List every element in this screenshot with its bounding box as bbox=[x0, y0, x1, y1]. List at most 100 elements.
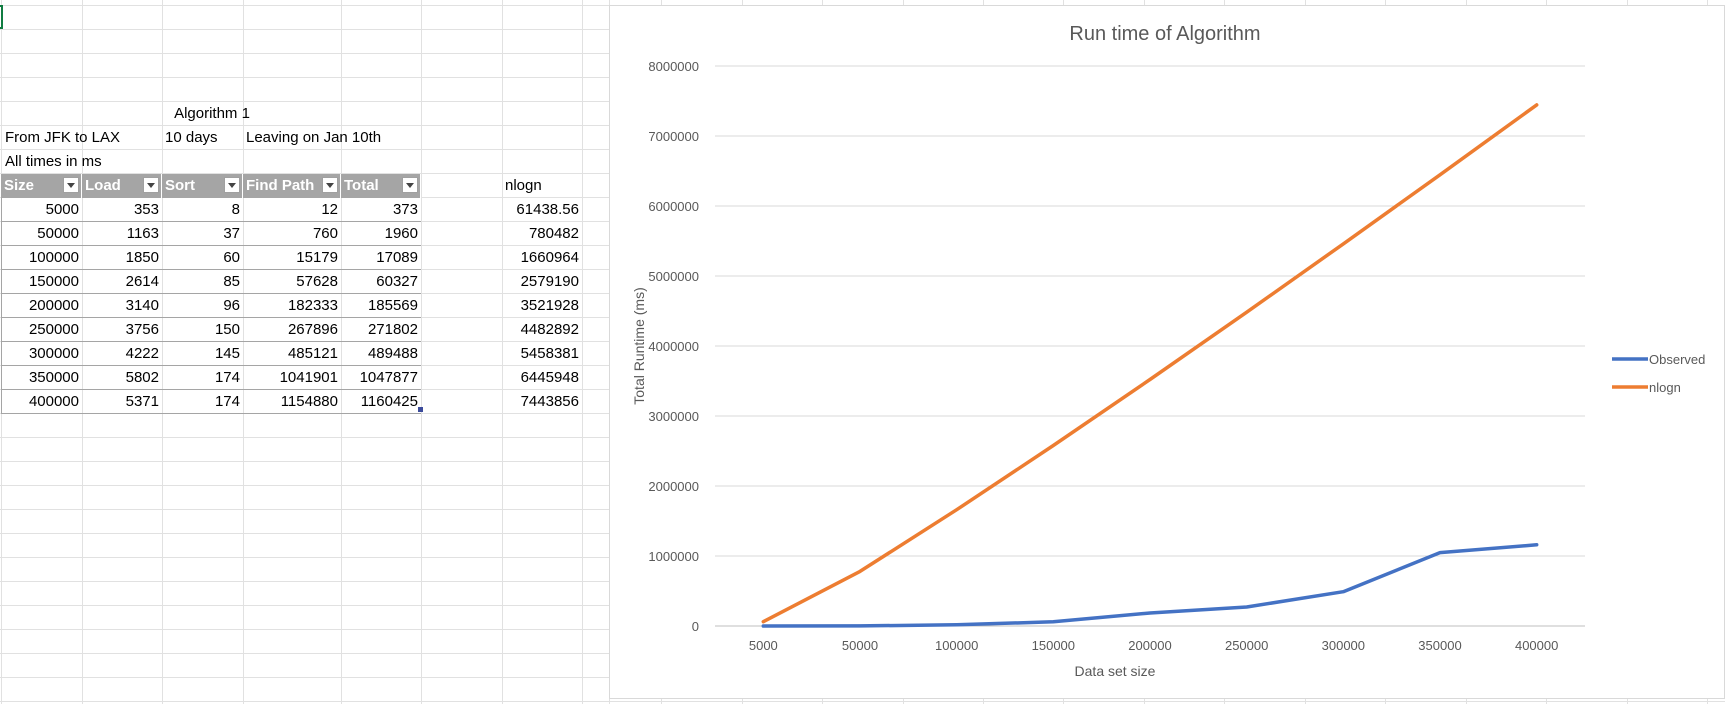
table-cell[interactable]: 760 bbox=[312, 225, 338, 242]
y-gridlines bbox=[715, 65, 1585, 627]
table-cell[interactable]: 60327 bbox=[376, 273, 418, 290]
nlogn-header-cell[interactable]: nlogn bbox=[505, 177, 542, 194]
header-size[interactable]: Size bbox=[1, 174, 82, 198]
series-lines bbox=[761, 103, 1539, 628]
table-cell[interactable]: 17089 bbox=[376, 249, 418, 266]
header-label: Load bbox=[85, 177, 121, 194]
filter-dropdown-icon[interactable] bbox=[63, 177, 79, 193]
y-tick-label: 2000000 bbox=[648, 479, 699, 494]
units-note-cell[interactable]: All times in ms bbox=[5, 153, 102, 170]
x-tick-label: 250000 bbox=[1225, 638, 1268, 653]
header-load[interactable]: Load bbox=[82, 174, 162, 198]
x-tick-labels: 5000 50000 100000 150000 200000 250000 300000 3… bbox=[749, 638, 1558, 653]
table-resize-handle[interactable] bbox=[418, 407, 423, 412]
table-cell[interactable]: 85 bbox=[223, 273, 240, 290]
table-cell[interactable]: 300000 bbox=[28, 345, 79, 362]
series-line-observed[interactable] bbox=[761, 543, 1539, 628]
table-cell[interactable]: 2614 bbox=[125, 273, 159, 290]
table-cell[interactable]: 1850 bbox=[125, 249, 159, 266]
table-cell[interactable]: 150 bbox=[214, 321, 240, 338]
y-tick-label: 3000000 bbox=[648, 409, 699, 424]
table-row-border bbox=[1, 269, 421, 270]
header-label: Total bbox=[344, 177, 379, 194]
table-cell[interactable]: 100000 bbox=[28, 249, 79, 266]
filter-dropdown-icon[interactable] bbox=[322, 177, 338, 193]
y-tick-label: 8000000 bbox=[648, 59, 699, 74]
table-row-border bbox=[1, 389, 421, 390]
legend-label: Observed bbox=[1649, 352, 1705, 367]
header-label: Size bbox=[4, 177, 35, 194]
table-cell[interactable]: 271802 bbox=[367, 321, 418, 338]
table-cell[interactable]: 1041901 bbox=[279, 369, 338, 386]
x-tick-label: 400000 bbox=[1515, 638, 1558, 653]
nlogn-cell[interactable]: 1660964 bbox=[520, 249, 579, 266]
nlogn-cell[interactable]: 7443856 bbox=[520, 393, 579, 410]
table-row-border bbox=[1, 293, 421, 294]
table-cell[interactable]: 1160425 bbox=[360, 393, 418, 410]
nlogn-cell[interactable]: 780482 bbox=[528, 225, 579, 242]
table-cell[interactable]: 174 bbox=[214, 369, 240, 386]
nlogn-cell[interactable]: 6445948 bbox=[520, 369, 579, 386]
table-cell[interactable]: 96 bbox=[223, 297, 240, 314]
title-cell[interactable]: Algorithm 1 bbox=[174, 105, 250, 122]
table-cell[interactable]: 4222 bbox=[125, 345, 159, 362]
active-cell-indicator bbox=[0, 5, 3, 29]
info-departure-cell[interactable]: Leaving on Jan 10th bbox=[246, 129, 382, 146]
line-chart[interactable]: Run time of Algorithm 0 1000000 2000000 300… bbox=[609, 5, 1725, 699]
header-sort[interactable]: Sort bbox=[162, 174, 243, 198]
table-cell[interactable]: 200000 bbox=[28, 297, 79, 314]
table-cell[interactable]: 400000 bbox=[28, 393, 79, 410]
chart-title: Run time of Algorithm bbox=[1069, 23, 1260, 45]
table-cell[interactable]: 350000 bbox=[28, 369, 79, 386]
y-tick-label: 0 bbox=[692, 619, 699, 634]
y-tick-label: 1000000 bbox=[648, 549, 699, 564]
table-row-border bbox=[1, 341, 421, 342]
table-cell[interactable]: 3140 bbox=[125, 297, 159, 314]
table-cell[interactable]: 150000 bbox=[28, 273, 79, 290]
table-cell[interactable]: 5371 bbox=[125, 393, 159, 410]
nlogn-cell[interactable]: 61438.56 bbox=[516, 201, 579, 218]
table-cell[interactable]: 5000 bbox=[45, 201, 79, 218]
info-route-cell[interactable]: From JFK to LAX bbox=[5, 129, 121, 146]
x-tick-label: 50000 bbox=[842, 638, 878, 653]
table-cell[interactable]: 8 bbox=[231, 201, 240, 218]
filter-dropdown-icon[interactable] bbox=[143, 177, 159, 193]
x-tick-label: 300000 bbox=[1322, 638, 1365, 653]
table-cell[interactable]: 37 bbox=[223, 225, 240, 242]
header-label: Sort bbox=[165, 177, 195, 194]
table-cell[interactable]: 373 bbox=[392, 201, 418, 218]
table-cell[interactable]: 174 bbox=[214, 393, 240, 410]
table-cell[interactable]: 5802 bbox=[125, 369, 159, 386]
header-total[interactable]: Total bbox=[341, 174, 421, 198]
nlogn-cell[interactable]: 5458381 bbox=[520, 345, 579, 362]
table-cell[interactable]: 3756 bbox=[125, 321, 159, 338]
table-cell[interactable]: 1163 bbox=[126, 225, 159, 242]
table-cell[interactable]: 145 bbox=[214, 345, 240, 362]
table-cell[interactable]: 250000 bbox=[28, 321, 79, 338]
table-cell[interactable]: 267896 bbox=[287, 321, 338, 338]
table-cell[interactable]: 485121 bbox=[287, 345, 338, 362]
nlogn-cell[interactable]: 3521928 bbox=[520, 297, 579, 314]
filter-dropdown-icon[interactable] bbox=[402, 177, 418, 193]
nlogn-cell[interactable]: 2579190 bbox=[520, 273, 579, 290]
table-cell[interactable]: 353 bbox=[133, 201, 159, 218]
filter-dropdown-icon[interactable] bbox=[224, 177, 240, 193]
table-cell[interactable]: 50000 bbox=[37, 225, 79, 242]
table-cell[interactable]: 1154880 bbox=[280, 393, 338, 410]
nlogn-cell[interactable]: 4482892 bbox=[520, 321, 579, 338]
table-cell[interactable]: 12 bbox=[321, 201, 338, 218]
info-days-cell[interactable]: 10 days bbox=[165, 129, 218, 146]
table-cell[interactable]: 489488 bbox=[367, 345, 418, 362]
table-cell[interactable]: 182333 bbox=[287, 297, 338, 314]
x-tick-label: 5000 bbox=[749, 638, 778, 653]
series-line-nlogn[interactable] bbox=[761, 103, 1539, 624]
table-cell[interactable]: 57628 bbox=[296, 273, 338, 290]
x-axis-label: Data set size bbox=[1075, 663, 1156, 679]
table-cell[interactable]: 15179 bbox=[296, 249, 338, 266]
table-cell[interactable]: 1047877 bbox=[359, 369, 418, 386]
header-find-path[interactable]: Find Path bbox=[243, 174, 341, 198]
table-cell[interactable]: 185569 bbox=[367, 297, 418, 314]
table-cell[interactable]: 60 bbox=[223, 249, 240, 266]
table-cell[interactable]: 1960 bbox=[384, 225, 418, 242]
